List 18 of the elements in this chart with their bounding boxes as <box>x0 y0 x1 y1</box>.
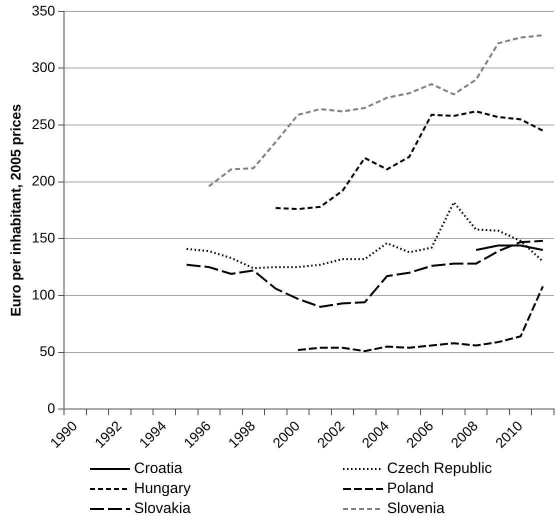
line-series <box>274 110 544 210</box>
y-tick-label: 50 <box>40 343 56 360</box>
legend-label: Poland <box>387 480 434 498</box>
y-tick-label: 250 <box>32 116 56 132</box>
y-tick-label: 350 <box>32 2 56 18</box>
line-series <box>208 34 544 188</box>
y-tick-label: 100 <box>32 286 56 302</box>
y-tick-label: 0 <box>47 400 56 416</box>
y-tick-label: 200 <box>32 172 56 189</box>
legend-label: Croatia <box>134 460 184 478</box>
y-axis-title: Euro per inhabitant, 2005 prices <box>7 104 24 316</box>
y-tick-label: 300 <box>32 59 56 76</box>
line-series <box>296 285 544 352</box>
y-tick-label: 150 <box>32 230 56 246</box>
legend-label: Slovakia <box>134 500 192 518</box>
legend-label: Czech Republic <box>387 460 493 478</box>
legend-label: Hungary <box>134 480 192 498</box>
legend-label: Slovenia <box>387 500 446 518</box>
